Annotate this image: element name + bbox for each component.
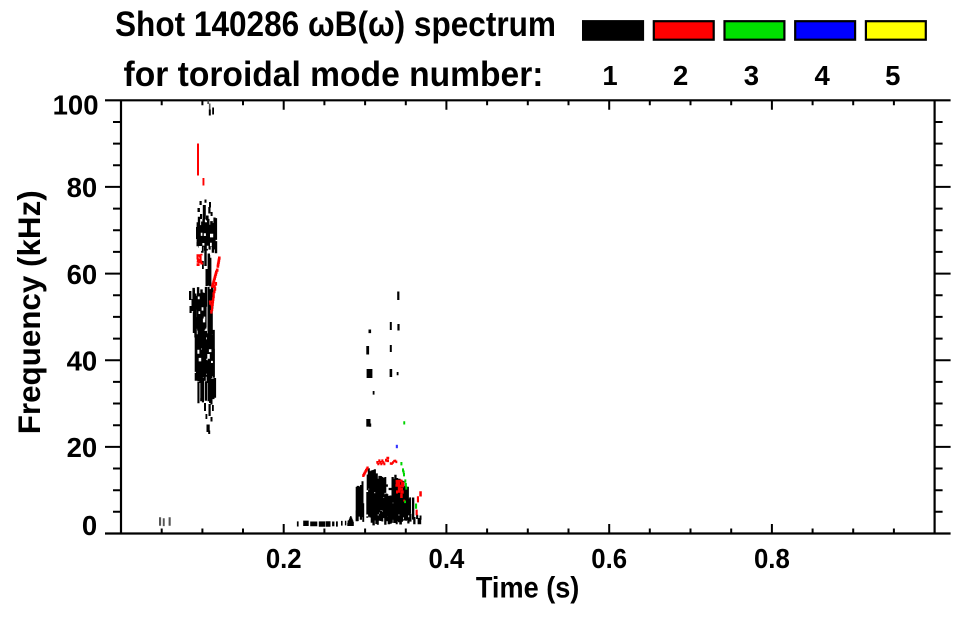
svg-text:for toroidal mode number:: for toroidal mode number: — [124, 55, 544, 94]
svg-text:40: 40 — [67, 345, 98, 376]
svg-text:60: 60 — [67, 259, 98, 290]
svg-text:0.2: 0.2 — [266, 543, 302, 574]
svg-text:80: 80 — [67, 172, 98, 203]
svg-text:Shot 140286 ωB(ω) spectrum: Shot 140286 ωB(ω) spectrum — [115, 5, 556, 44]
svg-text:Frequency (kHz): Frequency (kHz) — [11, 190, 47, 434]
svg-text:0.4: 0.4 — [429, 543, 465, 574]
svg-text:5: 5 — [885, 60, 900, 91]
svg-text:0.8: 0.8 — [754, 543, 790, 574]
svg-text:1: 1 — [602, 60, 617, 91]
svg-text:2: 2 — [673, 60, 688, 91]
svg-text:Time (s): Time (s) — [476, 572, 580, 605]
svg-text:20: 20 — [67, 432, 98, 463]
svg-text:0.6: 0.6 — [591, 543, 627, 574]
svg-text:4: 4 — [814, 60, 830, 91]
svg-text:100: 100 — [53, 89, 99, 120]
svg-text:0: 0 — [82, 510, 97, 541]
svg-text:3: 3 — [744, 60, 759, 91]
